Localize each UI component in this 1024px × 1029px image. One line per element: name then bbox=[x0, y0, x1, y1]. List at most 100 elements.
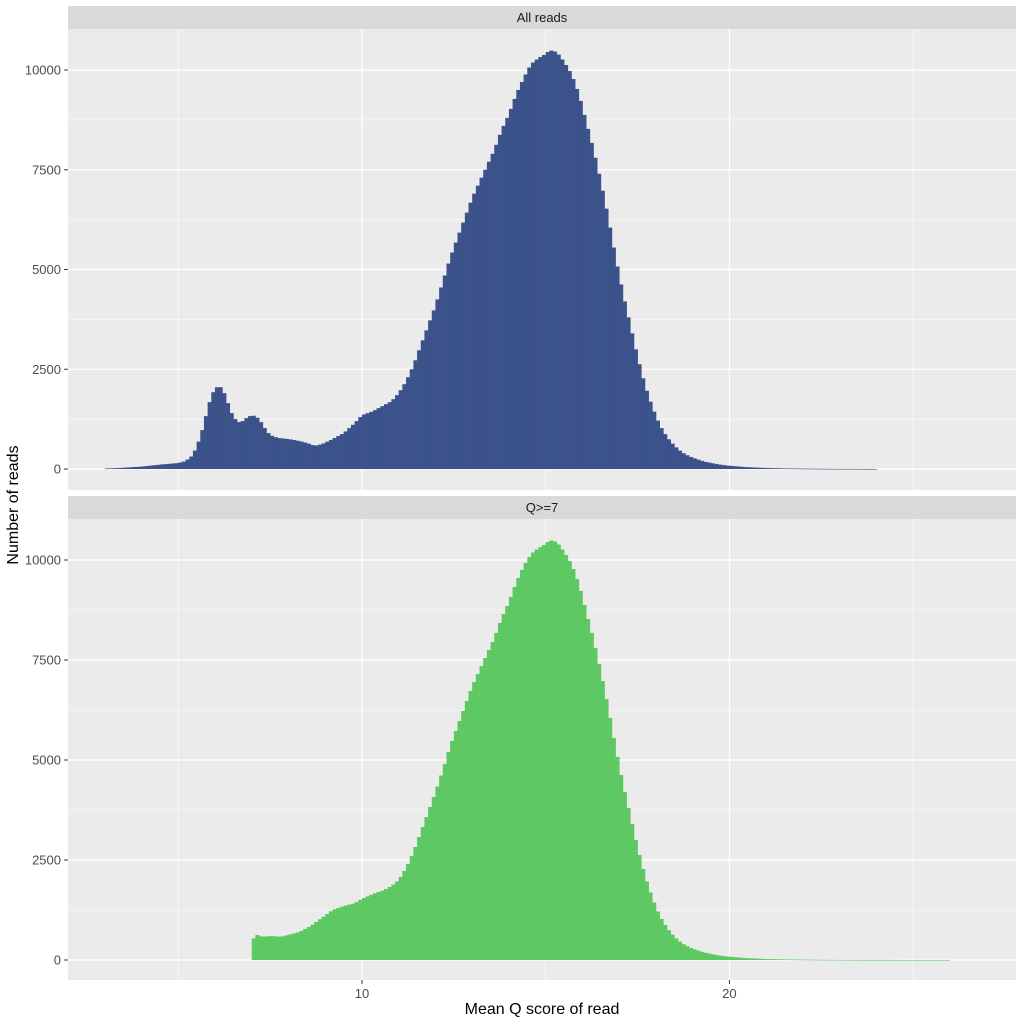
histogram-bar bbox=[501, 614, 506, 960]
histogram-bar bbox=[648, 892, 653, 960]
histogram-bar bbox=[141, 466, 146, 469]
histogram-bar bbox=[516, 578, 521, 960]
histogram-bar bbox=[534, 59, 539, 469]
histogram-bar bbox=[273, 936, 278, 960]
histogram-bar bbox=[549, 540, 554, 960]
histogram-bar bbox=[384, 404, 389, 469]
histogram-bar bbox=[788, 468, 793, 470]
x-tick-label: 20 bbox=[722, 986, 736, 1001]
histogram-bar bbox=[270, 936, 275, 960]
histogram-bar bbox=[663, 925, 668, 960]
histogram-bar bbox=[891, 959, 896, 961]
histogram-bar bbox=[887, 959, 892, 961]
histogram-bar bbox=[927, 959, 932, 961]
histogram-bar bbox=[622, 301, 627, 469]
histogram-bar bbox=[538, 547, 543, 960]
histogram-bar bbox=[758, 467, 763, 469]
histogram-bar bbox=[677, 941, 683, 960]
histogram-bar bbox=[163, 464, 168, 469]
histogram-bar bbox=[292, 440, 297, 469]
histogram-bar bbox=[446, 752, 451, 960]
histogram-bar bbox=[920, 959, 925, 961]
histogram-bar bbox=[670, 934, 675, 960]
histogram-bar bbox=[461, 711, 466, 960]
histogram-bar bbox=[714, 955, 719, 960]
histogram-bar bbox=[828, 468, 833, 470]
y-tick-label: 5000 bbox=[32, 753, 61, 768]
histogram-bar bbox=[703, 461, 708, 469]
histogram-bar bbox=[519, 570, 525, 960]
histogram-bar bbox=[181, 461, 186, 469]
histogram-bar bbox=[262, 936, 267, 960]
histogram-bar bbox=[542, 55, 547, 469]
histogram-bar bbox=[593, 157, 598, 469]
histogram-bar bbox=[464, 212, 469, 469]
y-tick-label: 10000 bbox=[25, 553, 61, 568]
histogram-bar bbox=[545, 542, 550, 960]
histogram-bar bbox=[475, 185, 480, 469]
histogram-bar bbox=[931, 959, 936, 961]
histogram-bar bbox=[883, 959, 888, 961]
histogram-bar bbox=[619, 775, 624, 960]
histogram-bar bbox=[339, 434, 344, 469]
histogram-bar bbox=[692, 458, 697, 469]
histogram-bar bbox=[711, 463, 716, 469]
y-tick-label: 0 bbox=[54, 953, 61, 968]
histogram-bar bbox=[317, 444, 322, 469]
histogram-bar bbox=[214, 387, 220, 469]
histogram-bar bbox=[222, 393, 227, 469]
histogram-bar bbox=[597, 664, 602, 960]
histogram-bar bbox=[185, 459, 190, 469]
histogram-bar bbox=[486, 650, 491, 960]
histogram-bar bbox=[119, 467, 124, 469]
x-axis: 10 20 bbox=[355, 980, 737, 1001]
histogram-bar bbox=[398, 390, 403, 469]
histogram-bar bbox=[512, 98, 517, 470]
y-tick-label: 0 bbox=[54, 462, 61, 477]
histogram-bar bbox=[799, 468, 804, 470]
histogram-bar bbox=[718, 955, 723, 960]
histogram-bar bbox=[832, 959, 837, 961]
histogram-bar bbox=[347, 904, 352, 960]
histogram-bar bbox=[159, 464, 164, 469]
histogram-bar bbox=[108, 468, 113, 469]
histogram-bar bbox=[255, 935, 260, 960]
histogram-bar bbox=[740, 466, 745, 469]
histogram-bar bbox=[270, 435, 275, 469]
histogram-bar bbox=[295, 932, 300, 960]
histogram-bar bbox=[549, 50, 554, 470]
histogram-bar bbox=[744, 467, 749, 469]
histogram-bar bbox=[538, 57, 543, 469]
histogram-bar bbox=[564, 65, 569, 469]
histogram-bar bbox=[553, 541, 558, 960]
histogram-bar bbox=[350, 424, 355, 469]
histogram-bar bbox=[387, 402, 392, 469]
histogram-bar bbox=[137, 466, 142, 469]
histogram-bar bbox=[259, 936, 264, 960]
histogram-bar bbox=[244, 418, 249, 469]
histogram-bar bbox=[431, 797, 436, 960]
histogram-bar bbox=[435, 786, 440, 960]
histogram-bar bbox=[354, 421, 359, 469]
histogram-bar bbox=[508, 597, 513, 960]
histogram-bar bbox=[207, 402, 212, 469]
histogram-bar bbox=[251, 938, 256, 960]
histogram-bar bbox=[472, 193, 477, 469]
histogram-bar bbox=[736, 957, 741, 960]
histogram-bar bbox=[303, 442, 308, 469]
histogram-bar bbox=[711, 954, 716, 960]
histogram-bar bbox=[431, 310, 436, 469]
histogram-bar bbox=[475, 674, 480, 960]
histogram-bar bbox=[604, 208, 609, 469]
histogram-bar bbox=[196, 441, 201, 469]
histogram-bar bbox=[560, 549, 565, 960]
histogram-bar bbox=[134, 466, 139, 469]
histogram-bar bbox=[369, 411, 374, 469]
y-tick-label: 7500 bbox=[32, 162, 61, 177]
histogram-bar bbox=[310, 445, 315, 469]
histogram-bar bbox=[784, 959, 789, 961]
histogram-bar bbox=[347, 428, 352, 469]
histogram-bar bbox=[450, 741, 455, 960]
histogram-bar bbox=[266, 936, 271, 960]
histogram-bar bbox=[582, 114, 587, 469]
